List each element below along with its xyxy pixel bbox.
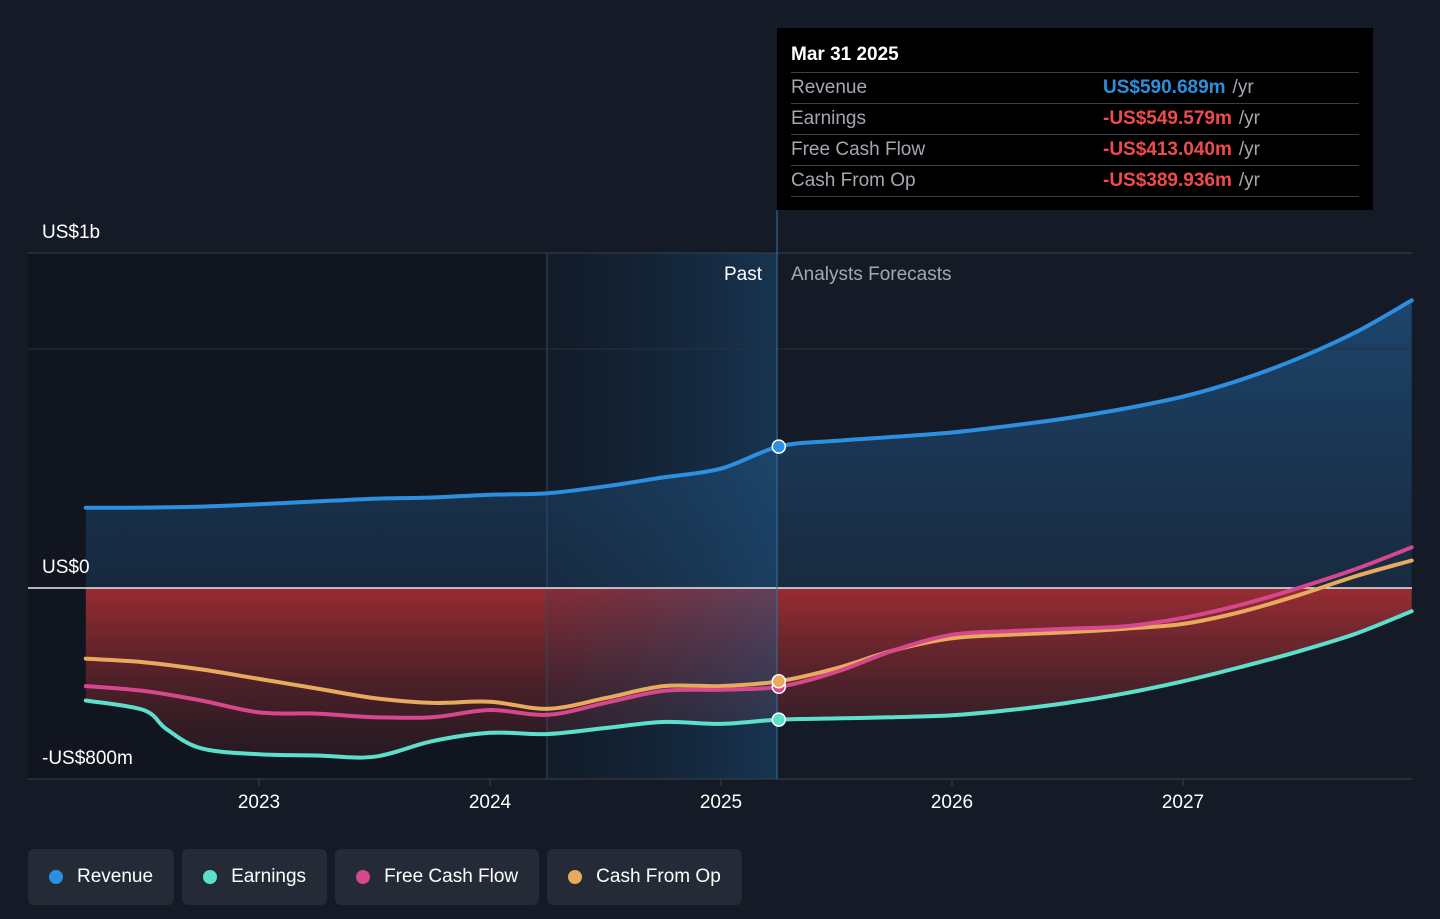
legend-label: Revenue: [77, 866, 154, 887]
free-cash-flow-line: [83, 545, 1414, 720]
y-tick-label-top: US$1b: [42, 222, 100, 243]
tooltip-unit: /yr: [1238, 108, 1260, 129]
y-tick-label-bottom: -US$800m: [42, 748, 133, 769]
legend-label: Earnings: [231, 866, 307, 887]
tooltip-row-revenue: Revenue US$590.689m /yr: [791, 72, 1359, 103]
legend: Revenue Earnings Free Cash Flow Cash Fro…: [28, 849, 750, 905]
x-tick-label-2025: 2025: [700, 792, 742, 813]
revenue-marker[interactable]: [771, 439, 787, 454]
tooltip-value: -US$389.936m: [1103, 170, 1232, 191]
tooltip-label: Free Cash Flow: [791, 139, 926, 160]
tooltip-row-free-cash-flow: Free Cash Flow -US$413.040m /yr: [791, 134, 1359, 165]
tooltip-unit: /yr: [1238, 139, 1260, 160]
free-cash-flow-dot-icon: [356, 870, 371, 884]
x-tick-label-2026: 2026: [931, 792, 973, 813]
tooltip-label: Cash From Op: [791, 170, 916, 191]
x-tick-label-2027: 2027: [1162, 792, 1204, 813]
tooltip-value: -US$413.040m: [1103, 139, 1232, 160]
legend-item-free-cash-flow[interactable]: Free Cash Flow: [335, 849, 540, 905]
x-tick-label-2024: 2024: [469, 792, 512, 813]
tooltip-label: Earnings: [791, 108, 866, 129]
tooltip: Mar 31 2025 Revenue US$590.689m /yr Earn…: [777, 28, 1373, 210]
tooltip-unit: /yr: [1238, 170, 1260, 191]
tooltip-value: -US$549.579m: [1103, 108, 1232, 129]
revenue-dot-icon: [49, 870, 63, 884]
tooltip-label: Revenue: [791, 77, 868, 98]
past-highlight-band: [547, 253, 777, 779]
legend-label: Cash From Op: [596, 866, 721, 887]
revenue-area: [85, 300, 1412, 588]
legend-item-revenue[interactable]: Revenue: [28, 849, 175, 905]
tooltip-value: US$590.689m: [1103, 77, 1226, 98]
earnings-line: [83, 609, 1414, 760]
legend-item-cash-from-op[interactable]: Cash From Op: [547, 849, 742, 905]
legend-item-earnings[interactable]: Earnings: [182, 849, 328, 905]
past-label: Past: [724, 264, 763, 285]
earnings-dot-icon: [203, 870, 218, 884]
y-tick-label-zero: US$0: [42, 557, 90, 578]
cash-from-op-dot-icon: [568, 870, 583, 884]
tooltip-date: Mar 31 2025: [791, 44, 899, 65]
revenue-line: [83, 298, 1414, 510]
x-tick-label-2023: 2023: [238, 792, 280, 813]
cash-from-op-marker[interactable]: [771, 674, 787, 689]
legend-label: Free Cash Flow: [384, 866, 519, 887]
tooltip-unit: /yr: [1232, 77, 1254, 98]
tooltip-row-earnings: Earnings -US$549.579m /yr: [791, 103, 1359, 134]
tooltip-row-cash-from-op: Cash From Op -US$389.936m /yr: [791, 165, 1359, 197]
forecast-label: Analysts Forecasts: [791, 264, 952, 285]
earnings-marker[interactable]: [771, 712, 787, 727]
cash-from-op-line: [83, 558, 1414, 711]
